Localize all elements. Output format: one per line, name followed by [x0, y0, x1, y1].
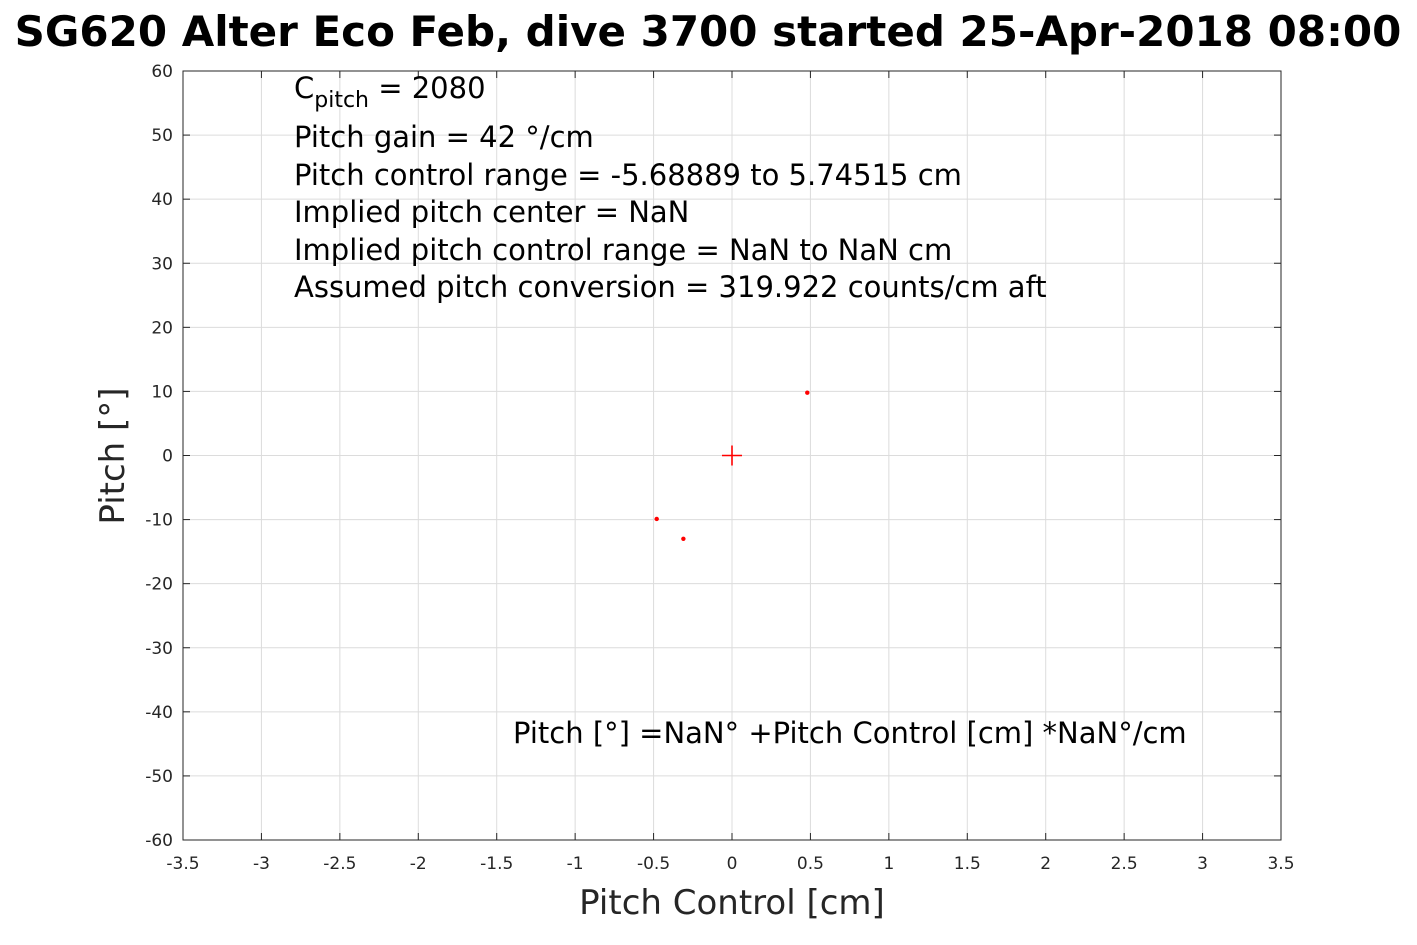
data-point — [681, 536, 686, 542]
c-pitch-symbol: C — [294, 71, 314, 105]
x-tick-label: -3 — [253, 854, 270, 874]
x-tick-label: 1.5 — [954, 854, 981, 874]
data-point — [805, 390, 810, 395]
x-tick-label: -2.5 — [323, 854, 356, 874]
x-tick-label: -1 — [567, 854, 584, 874]
pitch-control-range-annotation: Pitch control range = -5.68889 to 5.7451… — [294, 158, 962, 192]
x-tick-label: 0.5 — [797, 854, 824, 874]
center-plus-marker — [722, 445, 742, 466]
x-tick-label: -3.5 — [166, 854, 199, 874]
c-pitch-subscript: pitch — [314, 88, 369, 113]
c-pitch-value: = 2080 — [369, 71, 486, 105]
x-tick-label: 3.5 — [1267, 854, 1294, 874]
y-tick-label: -10 — [145, 511, 173, 531]
y-tick-label: -60 — [145, 831, 173, 851]
pitch-gain-annotation: Pitch gain = 42 °/cm — [294, 120, 594, 154]
chart-title: SG620 Alter Eco Feb, dive 3700 started 2… — [15, 7, 1402, 56]
x-axis-tick-labels: -3.5 -3 -2.5 -2 -1.5 -1 -0.5 0 0.5 1 1.5 2 2.5 3 3.5 — [166, 854, 1294, 874]
annotation-block: Cpitch = 2080 Pitch gain = 42 °/cm Pitch… — [294, 71, 1187, 750]
y-tick-label: -40 — [145, 703, 173, 723]
y-tick-label: 60 — [151, 62, 173, 82]
x-tick-label: 3 — [1197, 854, 1208, 874]
x-tick-label: 2 — [1040, 854, 1051, 874]
c-pitch-annotation: Cpitch = 2080 — [294, 71, 486, 113]
y-tick-label: 0 — [162, 447, 173, 467]
x-tick-label: -0.5 — [637, 854, 670, 874]
x-tick-label: -1.5 — [480, 854, 513, 874]
y-axis-label: Pitch [°] — [93, 387, 133, 524]
y-tick-label: 30 — [151, 254, 173, 274]
y-axis-tick-labels: 60 50 40 30 20 10 0 -10 -20 -30 -40 -50 -60 — [145, 62, 173, 851]
x-tick-label: 0 — [727, 854, 738, 874]
y-tick-label: -50 — [145, 767, 173, 787]
x-axis-label: Pitch Control [cm] — [579, 883, 885, 923]
y-tick-label: 20 — [151, 318, 173, 338]
x-tick-label: -2 — [410, 854, 427, 874]
x-tick-label: 2.5 — [1111, 854, 1138, 874]
data-points — [654, 390, 810, 542]
x-tick-label: 1 — [883, 854, 894, 874]
fit-equation-annotation: Pitch [°] =NaN° +Pitch Control [cm] *NaN… — [513, 716, 1187, 750]
y-tick-label: 40 — [151, 190, 173, 210]
y-tick-label: -30 — [145, 639, 173, 659]
assumed-pitch-conversion-annotation: Assumed pitch conversion = 319.922 count… — [294, 270, 1047, 304]
axis-ticks — [182, 70, 1282, 841]
y-tick-label: 10 — [151, 382, 173, 402]
y-tick-label: -20 — [145, 575, 173, 595]
implied-pitch-center-annotation: Implied pitch center = NaN — [294, 195, 689, 229]
grid — [182, 70, 1282, 841]
implied-pitch-control-range-annotation: Implied pitch control range = NaN to NaN… — [294, 233, 952, 267]
y-tick-label: 50 — [151, 126, 173, 146]
data-point — [654, 516, 659, 522]
